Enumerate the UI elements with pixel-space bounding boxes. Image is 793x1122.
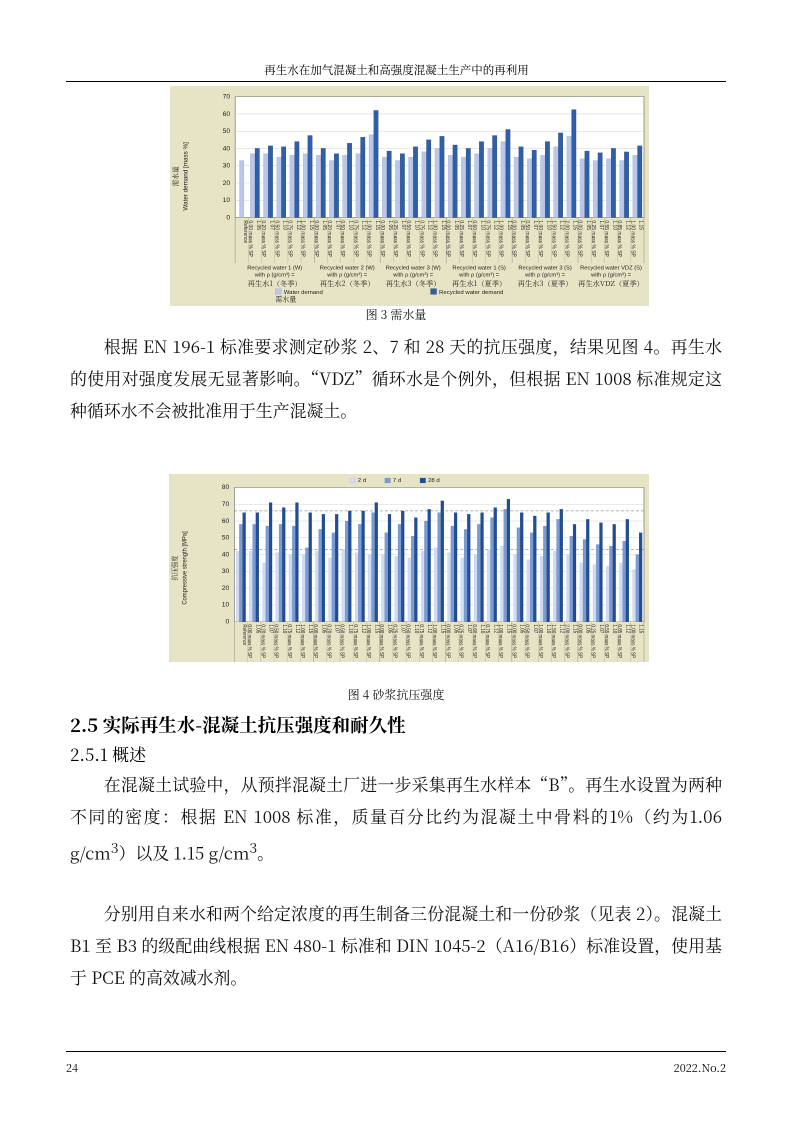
svg-text:50: 50 bbox=[223, 128, 231, 135]
svg-text:with ρ (g/cm³) =: with ρ (g/cm³) = bbox=[590, 273, 632, 279]
svg-text:with ρ (g/cm³) =: with ρ (g/cm³) = bbox=[392, 273, 434, 279]
svg-text:Compressive strength [MPa]: Compressive strength [MPa] bbox=[181, 531, 188, 605]
svg-text:20: 20 bbox=[222, 585, 230, 592]
svg-text:再生水1（冬季）: 再生水1（冬季） bbox=[248, 279, 302, 289]
svg-text:Water demand [mass %]: Water demand [mass %] bbox=[182, 142, 189, 211]
svg-text:Recycled water demand: Recycled water demand bbox=[439, 290, 503, 296]
svg-text:需水量: 需水量 bbox=[275, 294, 296, 304]
svg-text:60: 60 bbox=[223, 111, 231, 118]
svg-text:Recycled water 1 (S): Recycled water 1 (S) bbox=[452, 266, 506, 272]
svg-text:60: 60 bbox=[222, 518, 230, 525]
svg-text:再生水2（冬季）: 再生水2（冬季） bbox=[320, 279, 375, 289]
svg-text:0: 0 bbox=[225, 619, 229, 626]
svg-text:with ρ (g/cm³) =: with ρ (g/cm³) = bbox=[326, 273, 368, 279]
svg-text:Recycled water 1 (W): Recycled water 1 (W) bbox=[247, 266, 302, 272]
svg-text:with ρ (g/cm³) =: with ρ (g/cm³) = bbox=[254, 273, 296, 279]
svg-text:30: 30 bbox=[222, 568, 230, 575]
svg-text:0: 0 bbox=[226, 215, 230, 222]
svg-text:再生水3（夏季）: 再生水3（夏季） bbox=[518, 279, 573, 289]
svg-text:30: 30 bbox=[223, 163, 231, 170]
svg-text:40: 40 bbox=[222, 552, 230, 559]
svg-text:10: 10 bbox=[223, 197, 231, 204]
svg-text:80: 80 bbox=[222, 485, 230, 492]
svg-text:with ρ (g/cm³) =: with ρ (g/cm³) = bbox=[458, 273, 500, 279]
svg-text:7 d: 7 d bbox=[393, 478, 401, 484]
svg-text:70: 70 bbox=[222, 501, 230, 508]
svg-text:抗压强度: 抗压强度 bbox=[169, 555, 179, 580]
svg-text:10: 10 bbox=[222, 602, 230, 609]
svg-text:28 d: 28 d bbox=[428, 478, 440, 484]
svg-text:Recycled water VDZ (S): Recycled water VDZ (S) bbox=[580, 266, 642, 272]
svg-text:50: 50 bbox=[222, 535, 230, 542]
svg-text:2 d: 2 d bbox=[358, 478, 366, 484]
svg-text:再生水3（冬季）: 再生水3（冬季） bbox=[386, 279, 441, 289]
svg-text:再生水1（夏季）: 再生水1（夏季） bbox=[452, 279, 506, 289]
svg-text:Recycled water 2 (W): Recycled water 2 (W) bbox=[320, 266, 375, 272]
svg-text:20: 20 bbox=[223, 180, 231, 187]
svg-text:40: 40 bbox=[223, 145, 231, 152]
svg-text:再生水VDZ（夏季）: 再生水VDZ（夏季） bbox=[578, 279, 644, 289]
svg-text:Recycled water 3 (W): Recycled water 3 (W) bbox=[386, 266, 441, 272]
svg-text:with ρ (g/cm³) =: with ρ (g/cm³) = bbox=[524, 273, 566, 279]
svg-text:需水量: 需水量 bbox=[170, 166, 180, 186]
svg-text:Recycled water 3 (S): Recycled water 3 (S) bbox=[518, 266, 572, 272]
svg-text:70: 70 bbox=[223, 94, 231, 101]
